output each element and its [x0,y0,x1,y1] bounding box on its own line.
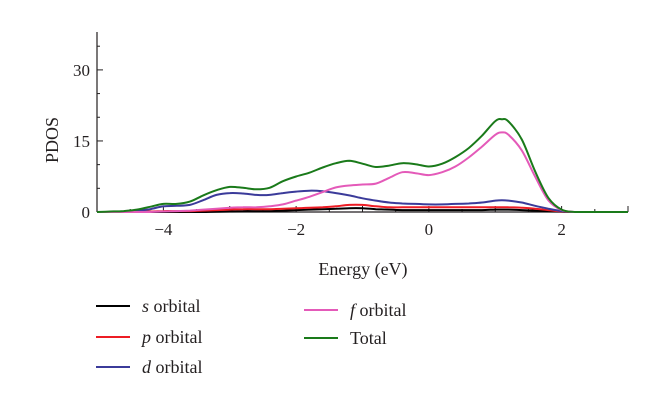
legend-label: f orbital [350,300,407,320]
legend-swatch [304,337,338,339]
legend-label: s orbital [142,296,201,316]
x-tick-label: 2 [557,220,566,239]
y-tick-label: 15 [73,132,90,151]
legend-swatch [304,309,338,311]
series-line-f-orbital [97,131,628,213]
y-tick-label: 30 [73,61,90,80]
legend-swatch [96,336,130,338]
series-line-d-orbital [97,189,628,213]
x-tick-label: −4 [154,220,173,239]
series-line-total [96,118,628,213]
legend-swatch [96,305,130,307]
legend-label: d orbital [142,357,203,377]
legend-label: Total [350,328,387,348]
x-tick-label: −2 [287,220,305,239]
series-lines [96,118,628,213]
y-axis: 0 15 30 [73,45,103,222]
y-tick-label: 0 [82,203,91,222]
legend-label: p orbital [142,327,203,347]
x-tick-label: 0 [425,220,434,239]
x-axis-label: Energy (eV) [318,259,407,280]
y-axis-label: PDOS [42,117,62,163]
legend-swatch [96,366,130,368]
